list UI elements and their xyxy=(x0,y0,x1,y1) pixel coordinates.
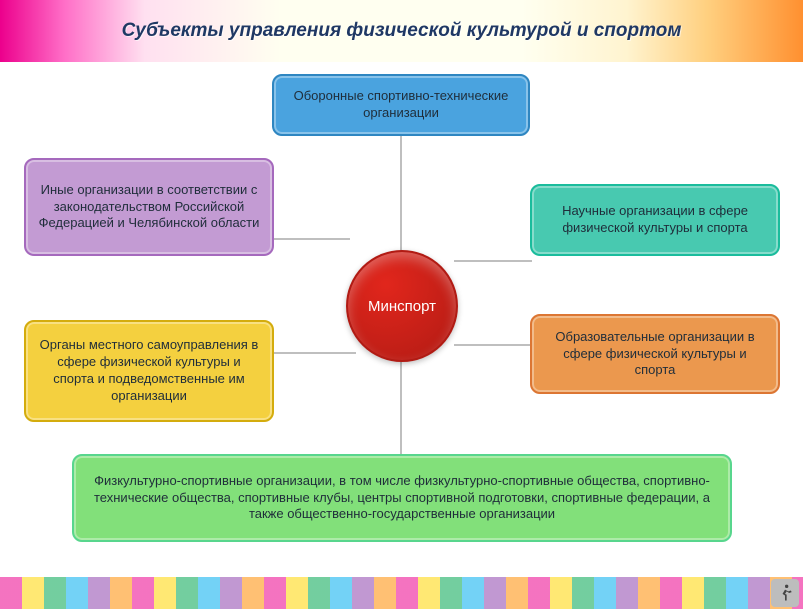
node-label: Научные организации в сфере физической к… xyxy=(544,203,766,237)
node-label: Органы местного самоуправления в сфере ф… xyxy=(38,337,260,405)
runner-icon xyxy=(771,579,799,607)
node-label: Физкультурно-спортивные организации, в т… xyxy=(86,473,718,524)
node-label: Образовательные организации в сфере физи… xyxy=(544,329,766,380)
node-right-lower: Образовательные организации в сфере физи… xyxy=(530,314,780,394)
connector xyxy=(400,360,402,456)
connector xyxy=(274,238,350,240)
footer-band xyxy=(0,577,803,609)
node-label: Иные организации в соответствии с законо… xyxy=(38,182,260,233)
node-right-upper: Научные организации в сфере физической к… xyxy=(530,184,780,256)
node-left-lower: Органы местного самоуправления в сфере ф… xyxy=(24,320,274,422)
connector xyxy=(400,136,402,254)
page-title: Субъекты управления физической культурой… xyxy=(122,20,682,42)
node-bottom: Физкультурно-спортивные организации, в т… xyxy=(72,454,732,542)
center-hub: Минспорт xyxy=(346,250,458,362)
center-label: Минспорт xyxy=(368,298,436,315)
connector xyxy=(454,344,532,346)
connector xyxy=(274,352,356,354)
node-left-upper: Иные организации в соответствии с законо… xyxy=(24,158,274,256)
node-label: Оборонные спортивно-технические организа… xyxy=(286,88,516,122)
node-top: Оборонные спортивно-технические организа… xyxy=(272,74,530,136)
connector xyxy=(454,260,532,262)
header-band: Субъекты управления физической культурой… xyxy=(0,0,803,62)
diagram-canvas: Минспорт Оборонные спортивно-технические… xyxy=(0,62,803,577)
